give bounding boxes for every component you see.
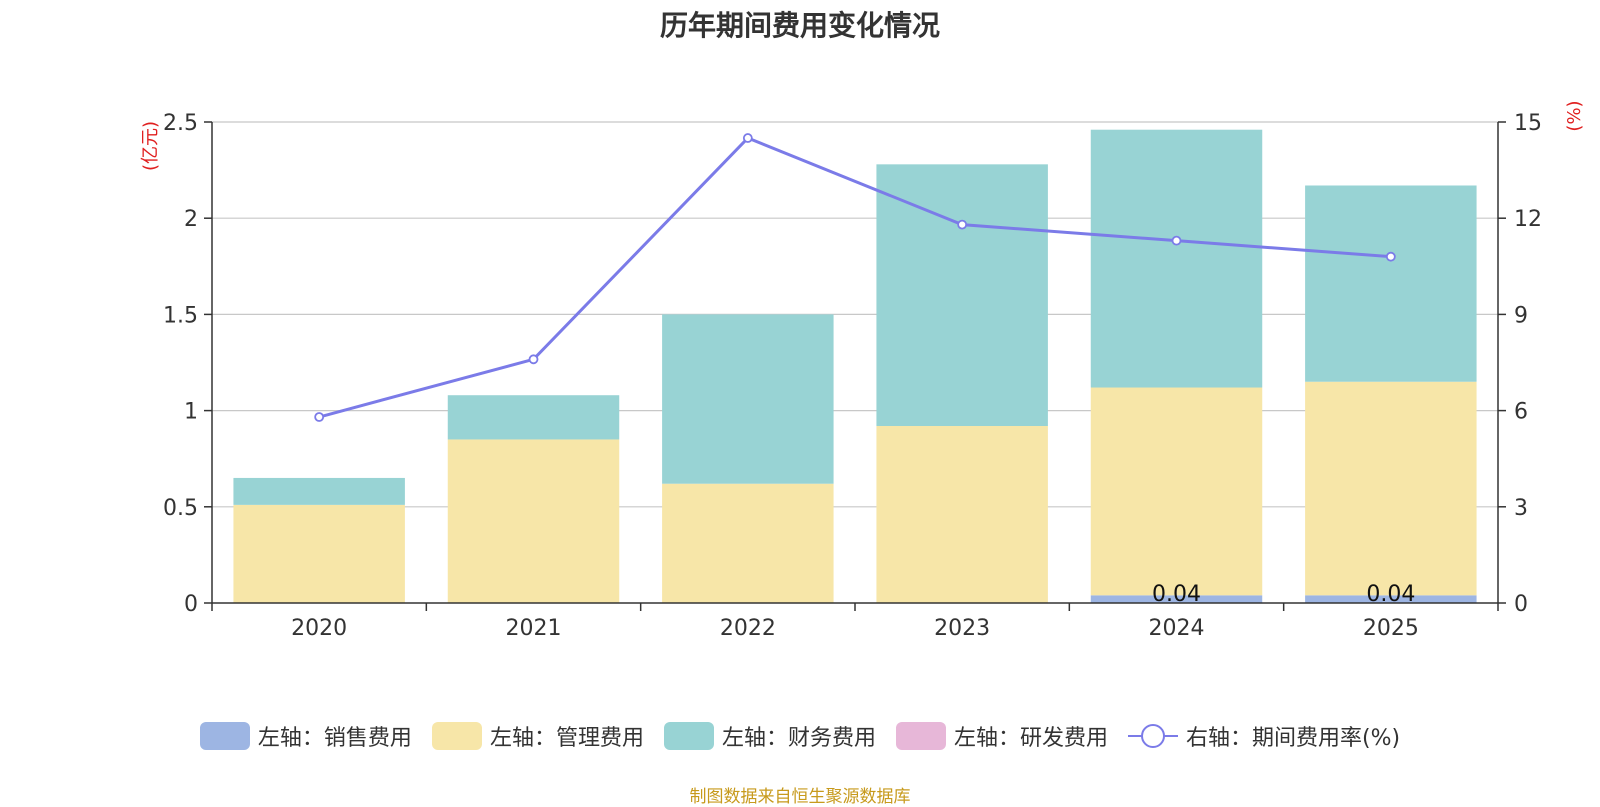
right-axis-unit: (%) xyxy=(1564,100,1585,131)
legend-swatch-admin xyxy=(431,722,482,750)
bar-2023-s2 xyxy=(876,164,1048,426)
left-tick-label: 2 xyxy=(184,207,198,232)
x-tick-label: 2023 xyxy=(934,616,990,641)
axes: 0 0.5 1 1.5 2 2.5 0 3 6 9 12 15 (亿元) (%) 2020 2021 2022 2… xyxy=(140,100,1585,641)
legend-swatch-finance xyxy=(663,722,714,750)
legend-line-circle-icon xyxy=(1127,722,1178,750)
x-tick-label: 2024 xyxy=(1149,616,1205,641)
legend-label-rnd: 左轴：研发费用 xyxy=(953,726,1108,751)
right-tick-label: 3 xyxy=(1514,496,1528,521)
legend-item-rate[interactable]: 右轴：期间费用率(%) xyxy=(1127,720,1401,752)
x-tick-label: 2025 xyxy=(1363,616,1419,641)
rate-point-2025 xyxy=(1385,251,1396,262)
right-tick-label: 15 xyxy=(1514,111,1542,136)
bar-2021-s2 xyxy=(447,395,620,440)
bar-2020-s2 xyxy=(233,477,405,505)
rate-point-2020 xyxy=(314,412,325,422)
right-tick-label: 6 xyxy=(1514,400,1528,425)
bar-2025-s0 xyxy=(1305,595,1477,603)
x-tick-label: 2022 xyxy=(720,616,776,641)
bar-2023-s1 xyxy=(876,425,1048,603)
legend-swatch-rnd xyxy=(895,722,946,750)
rate-point-2023 xyxy=(957,219,968,230)
rate-line xyxy=(314,133,1396,422)
bar-2022-s1 xyxy=(662,483,834,603)
chart-title: 历年期间费用变化情况 xyxy=(659,9,940,42)
left-tick-label: 1 xyxy=(184,400,198,425)
x-tick-label: 2021 xyxy=(506,616,562,641)
bar-2025-s2 xyxy=(1305,185,1477,382)
bar-2025-s1 xyxy=(1305,381,1477,596)
footer-source: 制图数据来自恒生聚源数据库 xyxy=(689,787,911,807)
bar-2024-s0 xyxy=(1090,595,1263,603)
bar-2024-s1 xyxy=(1090,387,1263,596)
legend-swatch-sales xyxy=(199,722,250,750)
legend-label-sales: 左轴：销售费用 xyxy=(257,726,412,751)
right-tick-label: 9 xyxy=(1514,303,1528,328)
left-tick-label: 0 xyxy=(184,592,198,617)
rate-polyline xyxy=(318,136,1391,419)
legend-label-finance: 左轴：财务费用 xyxy=(721,726,876,751)
bar-2024-s2 xyxy=(1090,129,1263,388)
right-tick-label: 12 xyxy=(1514,207,1542,232)
legend-label-admin: 左轴：管理费用 xyxy=(489,726,644,751)
legend: 左轴：销售费用 左轴：管理费用 左轴：财务费用 左轴：研发费用 右轴：期间费用率… xyxy=(0,720,1600,752)
x-tick-label: 2020 xyxy=(291,616,347,641)
grid-lines xyxy=(212,121,1498,508)
bar-2020-s1 xyxy=(233,504,405,603)
rate-point-2021 xyxy=(528,354,539,365)
bar-2021-s1 xyxy=(447,439,620,603)
left-axis-unit: (亿元) xyxy=(140,121,161,171)
legend-item-sales[interactable]: 左轴：销售费用 xyxy=(199,720,412,752)
left-tick-label: 0.5 xyxy=(163,496,198,521)
bar-2022-s2 xyxy=(662,314,834,484)
rate-point-2022 xyxy=(742,133,753,143)
left-tick-label: 2.5 xyxy=(163,111,198,136)
left-tick-label: 1.5 xyxy=(163,303,198,328)
legend-item-admin[interactable]: 左轴：管理费用 xyxy=(431,720,644,752)
chart-plot: 0.04 0.04 00.511.522.503691215(亿元)(%)2020… xyxy=(140,100,1585,641)
legend-label-rate: 右轴：期间费用率(%) xyxy=(1185,726,1401,751)
right-tick-label: 0 xyxy=(1514,592,1528,617)
legend-item-rnd[interactable]: 左轴：研发费用 xyxy=(895,720,1108,752)
legend-item-finance[interactable]: 左轴：财务费用 xyxy=(663,720,876,752)
rate-point-2024 xyxy=(1171,235,1182,246)
bars xyxy=(233,129,1477,603)
